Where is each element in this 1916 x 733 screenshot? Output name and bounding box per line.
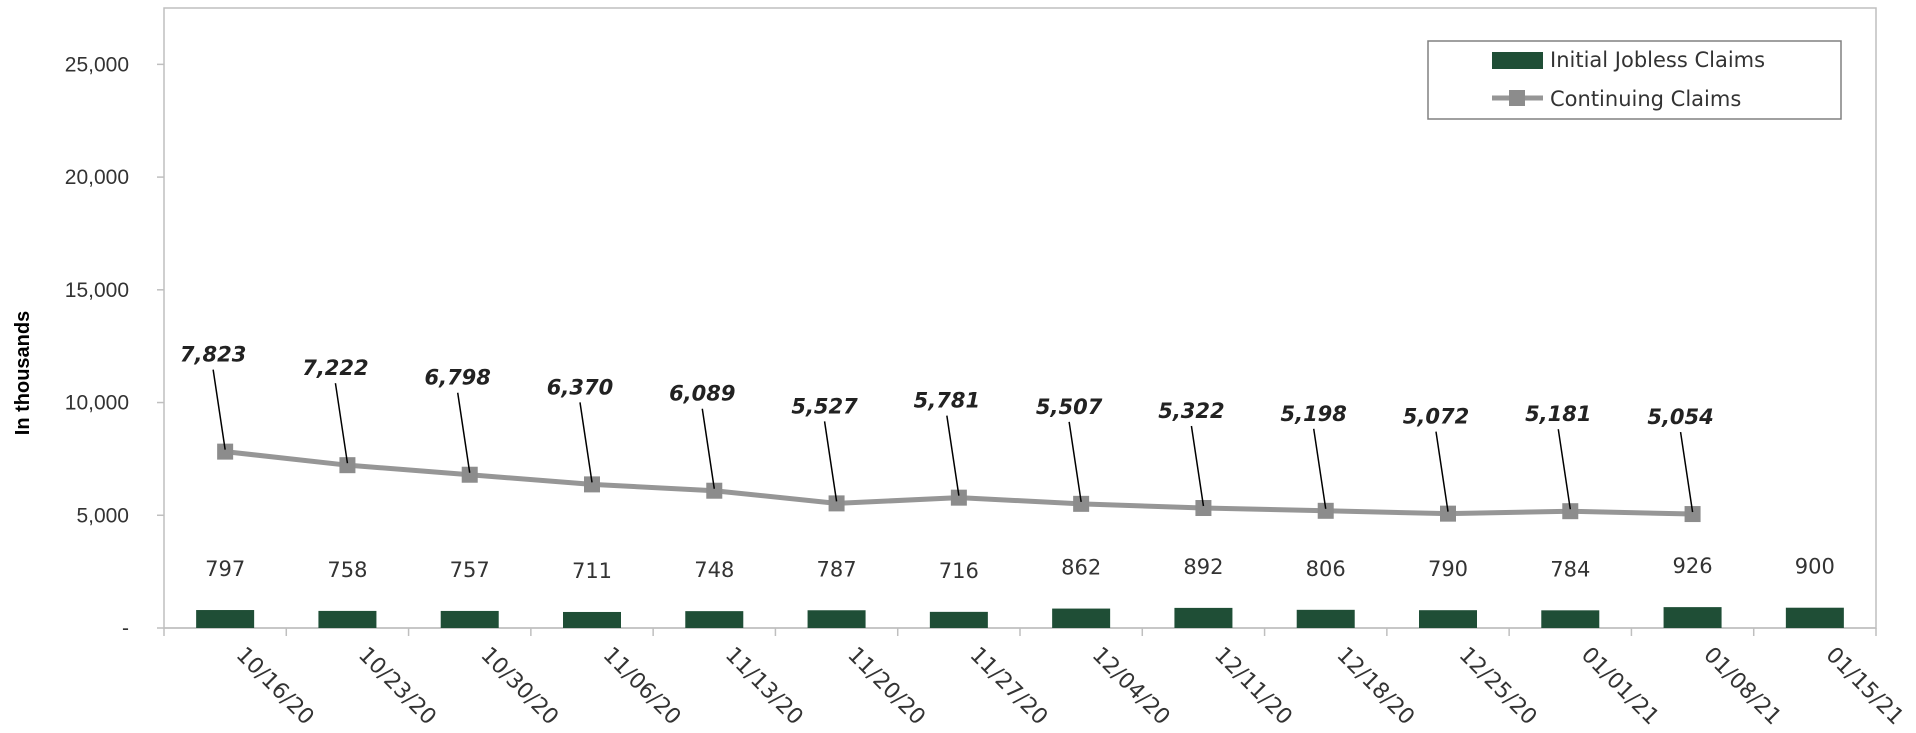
y-axis-label: In thousands	[12, 311, 34, 435]
x-tick-label: 01/15/21	[1821, 643, 1909, 731]
line-value-label: 7,823	[180, 343, 246, 367]
x-tick-label: 10/16/20	[231, 643, 319, 731]
bar	[1663, 607, 1722, 628]
line-value-label: 6,089	[669, 382, 735, 406]
bar-value-label: 716	[939, 559, 979, 583]
y-tick-label: 10,000	[65, 392, 129, 415]
line-point	[1195, 500, 1212, 517]
y-tick-label: -	[122, 617, 129, 640]
bar-value-label: 748	[694, 558, 734, 582]
line-value-label: 5,198	[1280, 402, 1346, 426]
line-point	[706, 482, 723, 499]
x-tick-label: 11/06/20	[598, 643, 686, 731]
line-value-label: 5,322	[1158, 399, 1224, 423]
line-label-leader	[579, 402, 593, 483]
line-point	[339, 457, 356, 474]
bar	[440, 610, 499, 628]
line-point	[1562, 503, 1579, 520]
line-value-label: 7,222	[302, 356, 368, 380]
line-point	[1317, 502, 1334, 519]
bar-value-label: 787	[817, 557, 857, 581]
y-tick-label: 25,000	[65, 53, 129, 76]
y-tick-label: 5,000	[76, 504, 129, 527]
line-label-leader	[701, 408, 716, 489]
bar	[1785, 607, 1844, 628]
line-series-continuing-claims	[217, 443, 1701, 523]
line-point	[1684, 506, 1701, 523]
bar-value-label: 757	[450, 558, 490, 582]
x-tick-label: 10/30/20	[475, 643, 563, 731]
bar	[1174, 607, 1233, 628]
line-value-label: 5,181	[1525, 402, 1591, 426]
line-label-leader	[456, 392, 471, 473]
line-label-leader	[1068, 421, 1082, 502]
line-label-leader	[1435, 431, 1449, 512]
line-label-leader	[1679, 431, 1694, 513]
data-labels: 797 758 757 711 748 787 716 862 892 806 790 784 926 9…	[180, 343, 1835, 583]
bar	[1052, 608, 1111, 628]
bar	[196, 610, 255, 628]
bar	[685, 611, 744, 628]
line-value-label: 5,507	[1036, 395, 1103, 419]
line-label-leader	[212, 369, 226, 450]
x-axis: 10/16/20 10/23/20 10/30/20 11/06/20 11/13/20…	[163, 627, 1909, 731]
bar	[807, 610, 866, 628]
legend-swatch-marker	[1509, 90, 1525, 106]
line-value-label: 6,798	[424, 366, 490, 390]
line-point	[461, 466, 478, 483]
y-axis: - 5,000 10,000 15,000 20,000 25,000	[65, 53, 164, 640]
y-tick-label: 15,000	[65, 279, 129, 302]
x-tick-label: 11/13/20	[720, 643, 808, 731]
bar-value-label: 892	[1183, 555, 1223, 579]
x-tick-label: 11/27/20	[965, 643, 1053, 731]
line-point	[1073, 495, 1090, 512]
x-tick-label: 01/08/21	[1698, 643, 1786, 731]
x-tick-label: 12/25/20	[1454, 643, 1542, 731]
line-value-label: 5,527	[791, 394, 858, 418]
line-point	[1440, 505, 1456, 522]
line-value-label: 5,072	[1403, 405, 1469, 429]
line-label-leader	[1557, 429, 1572, 510]
line-label-leader	[946, 415, 960, 496]
line-point	[217, 443, 234, 460]
bar-value-label: 758	[327, 558, 367, 582]
bar	[1296, 609, 1355, 628]
bar-value-label: 862	[1061, 556, 1101, 580]
legend: Initial Jobless Claims Continuing Claims	[1427, 40, 1842, 120]
line-value-label: 5,781	[914, 389, 980, 413]
bar-value-label: 806	[1306, 557, 1346, 581]
bar-value-label: 790	[1428, 557, 1468, 581]
bar-value-label: 797	[205, 557, 245, 581]
bar-value-label: 711	[572, 559, 612, 583]
bar-series-initial-claims	[196, 607, 1844, 628]
x-tick-label: 01/01/21	[1576, 643, 1664, 731]
legend-label-initial-claims: Initial Jobless Claims	[1550, 48, 1765, 72]
x-tick-label: 12/04/20	[1087, 643, 1175, 731]
line-label-leader	[823, 421, 838, 502]
line-value-label: 6,370	[547, 375, 613, 399]
line-point	[828, 495, 845, 512]
y-tick-label: 20,000	[65, 166, 129, 189]
line-label-leader	[334, 383, 349, 464]
bar-value-label: 900	[1795, 555, 1835, 579]
legend-swatch-bar	[1492, 52, 1543, 69]
bar-value-label: 784	[1550, 557, 1590, 581]
line-point	[584, 476, 600, 493]
x-tick-label: 10/23/20	[353, 643, 441, 731]
legend-label-continuing-claims: Continuing Claims	[1550, 87, 1741, 111]
bar	[1419, 610, 1477, 628]
bar	[318, 610, 377, 628]
x-tick-label: 12/11/20	[1209, 643, 1297, 731]
line-label-leader	[1190, 425, 1205, 507]
line-label-leader	[1312, 428, 1327, 509]
bar-value-label: 926	[1673, 554, 1713, 578]
bar	[929, 611, 988, 628]
line-value-label: 5,054	[1647, 405, 1713, 429]
x-tick-label: 11/20/20	[842, 643, 930, 731]
line-point	[950, 489, 967, 506]
x-tick-label: 12/18/20	[1331, 643, 1419, 731]
bar	[1541, 610, 1600, 628]
bar	[563, 611, 621, 628]
